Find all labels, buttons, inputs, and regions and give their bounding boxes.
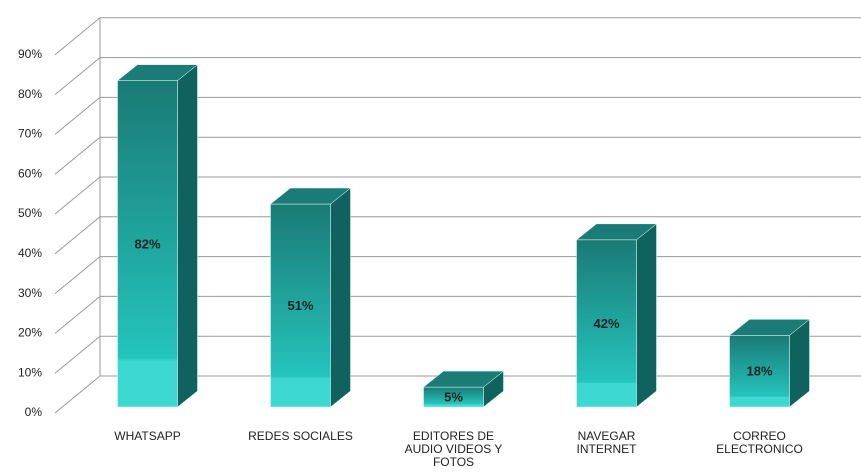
- x-tick-label: WHATSAPP: [114, 429, 181, 443]
- bar-top: [422, 370, 505, 388]
- y-tick-label: 10%: [18, 365, 42, 379]
- bar-top: [575, 223, 658, 241]
- data-label: 51%: [287, 298, 313, 313]
- y-tick-label: 30%: [18, 286, 42, 300]
- x-tick-label: REDES SOCIALES: [248, 429, 353, 443]
- x-tick-label: CORREO ELECTRONICO: [716, 429, 803, 456]
- y-tick-label: 40%: [18, 246, 42, 260]
- x-tick-label: EDITORES DE AUDIO VIDEOS Y FOTOS: [404, 429, 503, 469]
- bar-side: [177, 64, 198, 408]
- y-tick-label: 90%: [18, 47, 42, 61]
- bar-front: [576, 239, 637, 408]
- x-tick-label: NAVEGAR INTERNET: [576, 429, 637, 456]
- bar-top: [269, 187, 352, 205]
- y-tick-label: 20%: [18, 326, 42, 340]
- bar-top: [728, 319, 811, 336]
- bar-front: [270, 203, 331, 408]
- y-tick-label: 60%: [18, 166, 42, 180]
- data-label: 18%: [746, 364, 772, 379]
- y-tick-label: 80%: [18, 87, 42, 101]
- bar-front: [729, 335, 790, 408]
- y-tick-label: 0%: [25, 405, 43, 419]
- data-label: 5%: [444, 389, 463, 404]
- bar-top: [116, 64, 199, 81]
- grid-line: [54, 17, 861, 56]
- bar-side: [330, 187, 351, 408]
- data-label: 82%: [134, 236, 160, 251]
- bar-side: [636, 223, 657, 408]
- y-tick-label: 50%: [18, 206, 42, 220]
- data-label: 42%: [593, 316, 619, 331]
- y-tick-label: 70%: [18, 127, 42, 141]
